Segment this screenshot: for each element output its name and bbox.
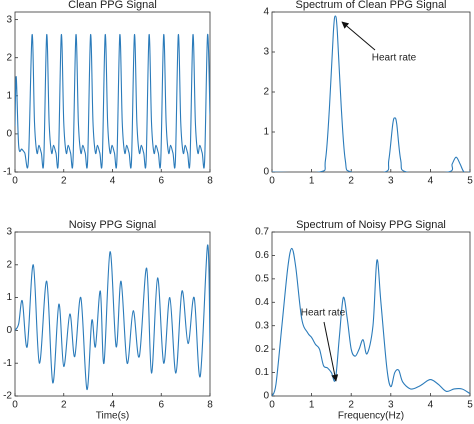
y-tick-label: 1 bbox=[263, 127, 269, 138]
x-axis-label: Frequency(Hz) bbox=[338, 411, 404, 422]
x-tick-label: 3 bbox=[388, 176, 394, 187]
y-tick-label: 2 bbox=[263, 87, 269, 98]
y-tick-label: 4 bbox=[263, 7, 269, 18]
x-tick-label: 2 bbox=[61, 400, 67, 411]
x-tick-label: 5 bbox=[467, 400, 473, 411]
annotation: Heart rate bbox=[372, 53, 417, 64]
annotation: Heart rate bbox=[301, 308, 346, 319]
y-tick-label: 1 bbox=[6, 292, 12, 303]
signal-line bbox=[15, 34, 210, 169]
x-tick-label: 2 bbox=[348, 400, 354, 411]
x-tick-label: 2 bbox=[348, 176, 354, 187]
y-tick-label: 3 bbox=[6, 14, 12, 25]
x-axis-label: Time(s) bbox=[96, 411, 130, 422]
chart-title: Spectrum of Noisy PPG Signal bbox=[296, 219, 446, 231]
x-tick-label: 2 bbox=[61, 176, 67, 187]
y-tick-label: 3 bbox=[6, 227, 12, 238]
x-tick-label: 0 bbox=[269, 176, 275, 187]
chart-title: Noisy PPG Signal bbox=[69, 219, 156, 231]
x-tick-label: 0 bbox=[12, 400, 18, 411]
x-tick-label: 4 bbox=[110, 176, 116, 187]
axes-box bbox=[14, 231, 211, 397]
x-tick-label: 6 bbox=[158, 176, 164, 187]
y-tick-label: 0.2 bbox=[255, 344, 269, 355]
x-tick-label: 1 bbox=[309, 400, 315, 411]
y-tick-label: 2 bbox=[6, 259, 12, 270]
axes-box bbox=[271, 231, 471, 397]
y-tick-label: 0.3 bbox=[255, 320, 269, 331]
y-tick-label: -1 bbox=[3, 167, 12, 178]
y-tick-label: 0.4 bbox=[255, 297, 269, 308]
x-tick-label: 4 bbox=[428, 400, 434, 411]
y-tick-label: 0.1 bbox=[255, 367, 269, 378]
x-tick-label: 8 bbox=[207, 400, 213, 411]
y-tick-label: 0 bbox=[6, 325, 12, 336]
y-tick-label: 0 bbox=[263, 167, 269, 178]
y-tick-label: 0.6 bbox=[255, 250, 269, 261]
x-tick-label: 5 bbox=[467, 176, 473, 187]
annotation-arrow bbox=[323, 321, 339, 382]
axes-box bbox=[271, 11, 471, 173]
y-tick-label: 0 bbox=[263, 391, 269, 402]
signal-line bbox=[272, 15, 470, 172]
chart-title: Spectrum of Clean PPG Signal bbox=[295, 0, 446, 11]
y-tick-label: -2 bbox=[3, 391, 12, 402]
x-tick-label: 4 bbox=[428, 176, 434, 187]
y-tick-label: 3 bbox=[263, 47, 269, 58]
signal-line bbox=[272, 247, 470, 396]
x-tick-label: 0 bbox=[12, 176, 18, 187]
y-tick-label: 0.5 bbox=[255, 273, 269, 284]
x-tick-label: 4 bbox=[110, 400, 116, 411]
x-tick-label: 0 bbox=[269, 400, 275, 411]
y-tick-label: 0.7 bbox=[255, 227, 269, 238]
signal-line bbox=[15, 244, 210, 391]
chart-title: Clean PPG Signal bbox=[68, 0, 157, 11]
annotation-arrow bbox=[341, 21, 376, 51]
x-tick-label: 3 bbox=[388, 400, 394, 411]
y-tick-label: 1 bbox=[6, 90, 12, 101]
x-tick-label: 1 bbox=[309, 176, 315, 187]
y-tick-label: 2 bbox=[6, 52, 12, 63]
y-tick-label: 0 bbox=[6, 129, 12, 140]
x-tick-label: 6 bbox=[158, 400, 164, 411]
y-tick-label: -1 bbox=[3, 358, 12, 369]
x-tick-label: 8 bbox=[207, 176, 213, 187]
